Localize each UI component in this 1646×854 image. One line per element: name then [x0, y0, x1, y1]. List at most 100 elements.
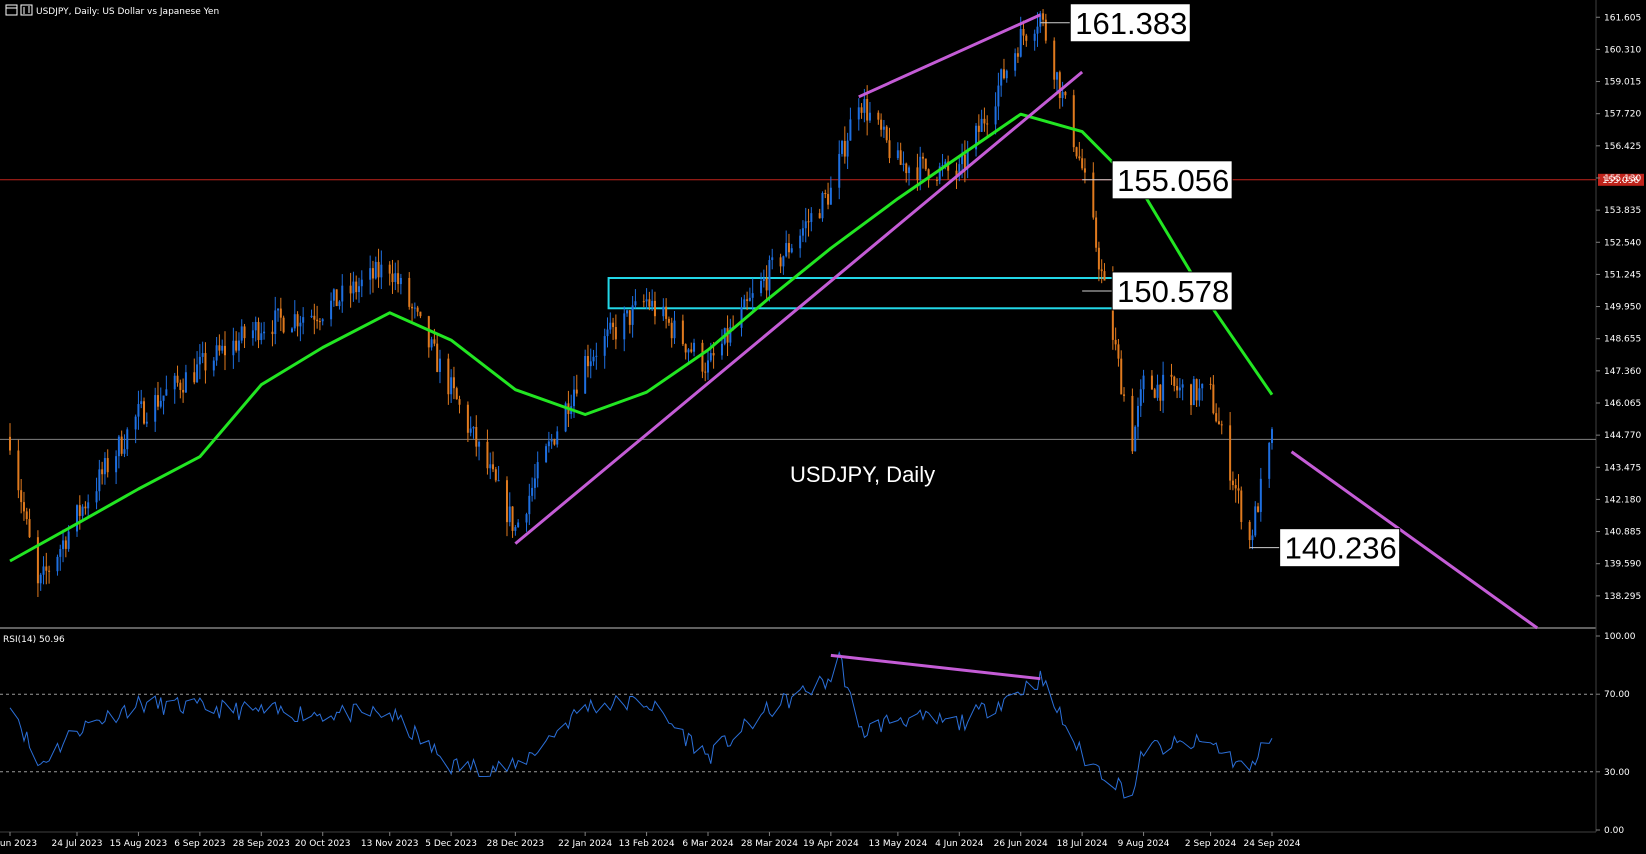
candle-body — [1061, 91, 1064, 99]
candle — [302, 307, 305, 335]
candle — [1139, 379, 1142, 417]
candle — [62, 529, 65, 563]
candle — [508, 492, 511, 527]
candle-body — [332, 289, 335, 301]
candle — [134, 414, 137, 444]
candle — [9, 423, 11, 455]
candle — [184, 364, 187, 393]
candle — [1083, 158, 1086, 184]
candle-body — [447, 358, 450, 395]
price-callout-box — [1069, 3, 1191, 43]
candle — [101, 461, 104, 485]
candle — [257, 317, 260, 349]
rsi-tick-label: 70.00 — [1604, 690, 1630, 700]
candle — [452, 366, 455, 400]
candle-body — [469, 428, 472, 433]
candle-body — [1217, 421, 1220, 425]
candle-body — [293, 314, 296, 329]
candle — [137, 390, 140, 430]
candle — [1081, 148, 1084, 171]
candle — [56, 554, 59, 576]
price-tick-label: 161.605 — [1604, 13, 1641, 23]
candle-body — [801, 228, 804, 236]
candle-body — [827, 194, 830, 205]
candle-body — [143, 401, 146, 424]
candle-body — [983, 118, 986, 124]
candle-body — [36, 537, 39, 584]
chart-title: USDJPY, Daily: US Dollar vs Japanese Yen — [36, 7, 219, 17]
candle-body — [927, 169, 930, 181]
candle — [1075, 146, 1078, 159]
candle-body — [377, 261, 380, 278]
candle — [436, 334, 439, 373]
candle-body — [1083, 168, 1086, 173]
candle — [1014, 48, 1017, 77]
candle-body — [1209, 383, 1212, 385]
candle — [159, 387, 162, 409]
candle-body — [908, 167, 911, 174]
candle — [120, 430, 123, 457]
date-tick-label: 24 Jul 2023 — [52, 839, 103, 849]
candle-body — [997, 85, 1000, 107]
candle — [941, 153, 944, 177]
candle-body — [1156, 384, 1159, 398]
candle-body — [154, 395, 157, 422]
candle — [494, 466, 497, 483]
price-callout: 161.383 — [1040, 3, 1191, 43]
candle — [589, 348, 592, 379]
candle — [201, 341, 204, 364]
candle-body — [804, 221, 807, 229]
candle-body — [352, 281, 355, 294]
candle-body — [1136, 405, 1139, 427]
candle-body — [184, 372, 187, 393]
candle — [882, 119, 885, 138]
price-annotations-layer: 161.383 155.056 150.578 140.236 — [1040, 3, 1401, 568]
candle-body — [81, 506, 84, 516]
candle — [760, 272, 763, 297]
candle-body — [196, 364, 199, 383]
candle — [550, 433, 553, 449]
candle-body — [489, 464, 492, 469]
candle — [1036, 12, 1039, 47]
candle-body — [310, 315, 313, 318]
candle — [720, 329, 723, 360]
candle — [115, 450, 118, 485]
candle — [924, 158, 927, 172]
date-tick-label: 22 Jan 2024 — [558, 839, 612, 849]
candle-body — [321, 319, 324, 322]
candle-body — [651, 300, 654, 307]
candle-body — [687, 349, 690, 353]
candle-body — [369, 268, 372, 280]
date-tick-label: 20 Oct 2023 — [295, 839, 351, 849]
date-tick-label: 26 Jun 2024 — [994, 839, 1048, 849]
candle-body — [1142, 375, 1145, 390]
candle-body — [117, 436, 120, 457]
candle-body — [277, 308, 280, 311]
candle-body — [145, 421, 148, 424]
date-tick-label: 19 Apr 2024 — [803, 839, 859, 849]
candle — [642, 294, 645, 308]
candle-body — [888, 140, 891, 159]
candle — [1271, 427, 1273, 450]
candle — [609, 312, 612, 334]
candle-body — [1033, 33, 1036, 41]
candle — [631, 296, 634, 338]
candle — [1240, 486, 1243, 530]
candle-body — [536, 462, 539, 479]
candle — [595, 342, 598, 370]
candle — [528, 483, 531, 525]
price-tick-label: 151.245 — [1604, 270, 1641, 280]
candle-body — [648, 299, 651, 307]
candle — [78, 495, 81, 530]
candle-body — [1092, 172, 1095, 218]
candle-body — [868, 112, 871, 121]
candle-body — [1212, 384, 1215, 414]
candle-body — [84, 506, 87, 509]
candle — [45, 552, 48, 585]
candle-body — [1248, 521, 1251, 541]
candle — [416, 305, 419, 317]
candle-body — [586, 356, 589, 367]
candle-body — [299, 322, 302, 327]
price-tick-label: 157.720 — [1604, 110, 1641, 120]
